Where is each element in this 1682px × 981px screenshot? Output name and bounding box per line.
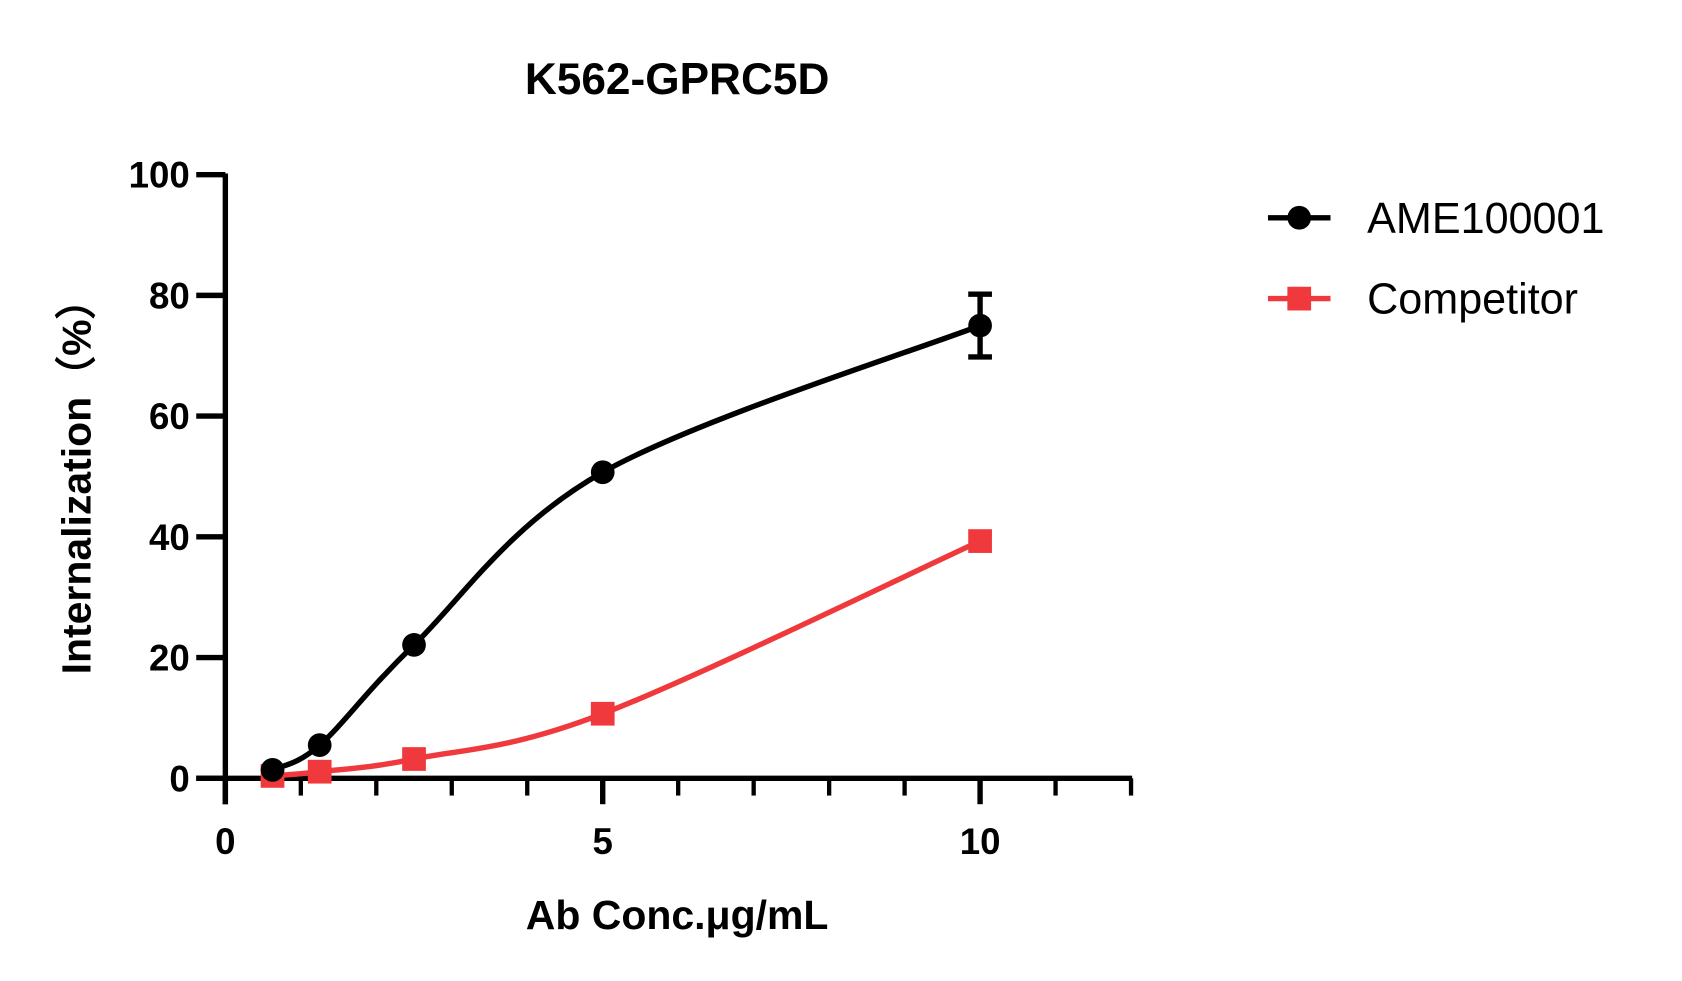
y-tick-label: 80 xyxy=(149,275,190,316)
data-point xyxy=(402,633,426,657)
x-tick-label: 0 xyxy=(215,821,235,862)
data-point xyxy=(307,759,332,784)
y-tick-label: 0 xyxy=(169,758,189,799)
legend-item-ame100001: AME100001 xyxy=(1267,195,1604,243)
data-point xyxy=(590,701,615,726)
y-tick-label: 40 xyxy=(149,517,190,558)
y-axis-label: Internalization（%） xyxy=(54,279,100,675)
x-axis-label: Ab Conc.μg/mL xyxy=(526,892,829,938)
data-point xyxy=(402,747,426,771)
chart-title: K562-GPRC5D xyxy=(525,55,830,104)
x-tick-label: 5 xyxy=(593,821,613,862)
circle-marker-icon xyxy=(1287,205,1312,230)
y-tick-label: 20 xyxy=(149,638,190,679)
series-competitor xyxy=(260,529,992,788)
y-axis: 0 20 40 60 80 100 xyxy=(129,155,229,805)
x-tick-label: 10 xyxy=(960,821,1001,862)
data-point xyxy=(260,758,285,782)
x-axis: 0 5 10 xyxy=(196,775,1134,862)
legend-item-competitor: Competitor xyxy=(1267,276,1578,324)
y-tick-label: 100 xyxy=(129,155,190,196)
legend: AME100001 Competitor xyxy=(1267,195,1604,324)
legend-label-competitor: Competitor xyxy=(1367,276,1578,324)
y-tick-label: 60 xyxy=(149,396,190,437)
series-ame100001 xyxy=(260,291,992,782)
plot-area xyxy=(260,291,992,788)
data-point xyxy=(590,460,615,485)
data-point xyxy=(968,313,992,338)
legend-label-ame100001: AME100001 xyxy=(1367,195,1604,243)
data-point xyxy=(968,529,992,553)
square-marker-icon xyxy=(1287,286,1312,311)
data-point xyxy=(307,733,332,757)
